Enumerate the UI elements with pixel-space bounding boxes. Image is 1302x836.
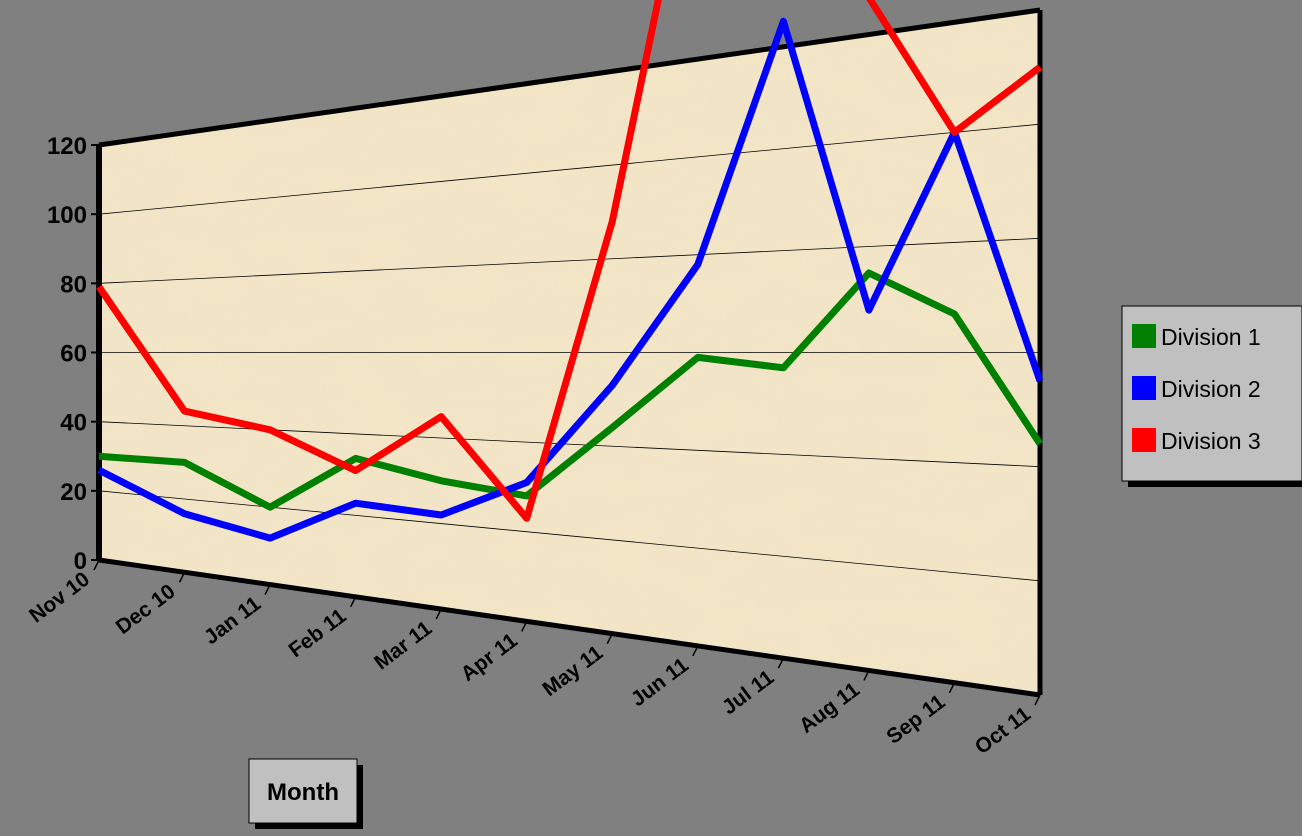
x-tick-label: Apr 11 [457, 629, 522, 686]
x-tick-label: Jun 11 [627, 653, 693, 711]
x-tick-mark [948, 682, 956, 694]
x-tick-label: Jan 11 [200, 592, 265, 649]
wall-bottom-edge [98, 557, 1041, 698]
x-tick-mark [863, 670, 870, 681]
y-tick-label: 80 [60, 271, 87, 298]
legend: Division 1 Division 2 Division 3 [1121, 305, 1302, 487]
y-tick-label: 40 [60, 410, 87, 437]
x-tick-label: Aug 11 [795, 678, 864, 738]
legend-label: Division 1 [1161, 324, 1261, 350]
y-tick-label: 100 [47, 202, 87, 229]
y-tick-label: 120 [47, 133, 87, 160]
x-tick-mark [692, 645, 699, 657]
gridline [98, 490, 1041, 582]
legend-swatch [1132, 376, 1156, 400]
x-tick-mark [521, 621, 528, 632]
x-tick-mark [178, 571, 186, 583]
x-axis-title: Month [248, 758, 363, 829]
gridline [98, 237, 1041, 284]
x-tick-label: Dec 10 [112, 580, 180, 639]
x-tick-label: May 11 [538, 641, 607, 701]
x-tick-mark [606, 633, 613, 644]
x-tick-mark [349, 596, 357, 608]
legend-swatch [1132, 324, 1156, 348]
x-tick-label: Oct 11 [971, 702, 1035, 759]
y-tick-label: 60 [60, 341, 87, 368]
y-tick-label: 20 [60, 479, 87, 506]
x-tick-label: Jul 11 [718, 666, 779, 720]
gridline [98, 123, 1041, 215]
x-tick-mark [1034, 694, 1041, 706]
series-lines [96, 0, 1044, 542]
x-tick-mark [93, 559, 100, 571]
x-tick-label: Nov 10 [25, 568, 94, 628]
y-axis: 0 20 40 60 80 100 120 [47, 133, 99, 575]
y-tick-label: 0 [74, 548, 87, 575]
x-tick-label: Mar 11 [370, 617, 436, 675]
legend-swatch [1132, 428, 1156, 452]
x-axis-title-text: Month [267, 779, 339, 806]
x-tick-mark [264, 584, 271, 595]
x-tick-mark [777, 657, 785, 669]
x-tick-label: Feb 11 [285, 604, 351, 662]
wall-top-edge [98, 7, 1041, 148]
x-axis-title-box [248, 758, 358, 824]
x-tick-mark [435, 608, 442, 620]
series-line-division-3 [96, 0, 1043, 522]
x-tick-label: Sep 11 [882, 690, 949, 749]
legend-label: Division 3 [1161, 428, 1261, 454]
legend-label: Division 2 [1161, 376, 1261, 402]
series-line-division-2 [97, 17, 1044, 542]
